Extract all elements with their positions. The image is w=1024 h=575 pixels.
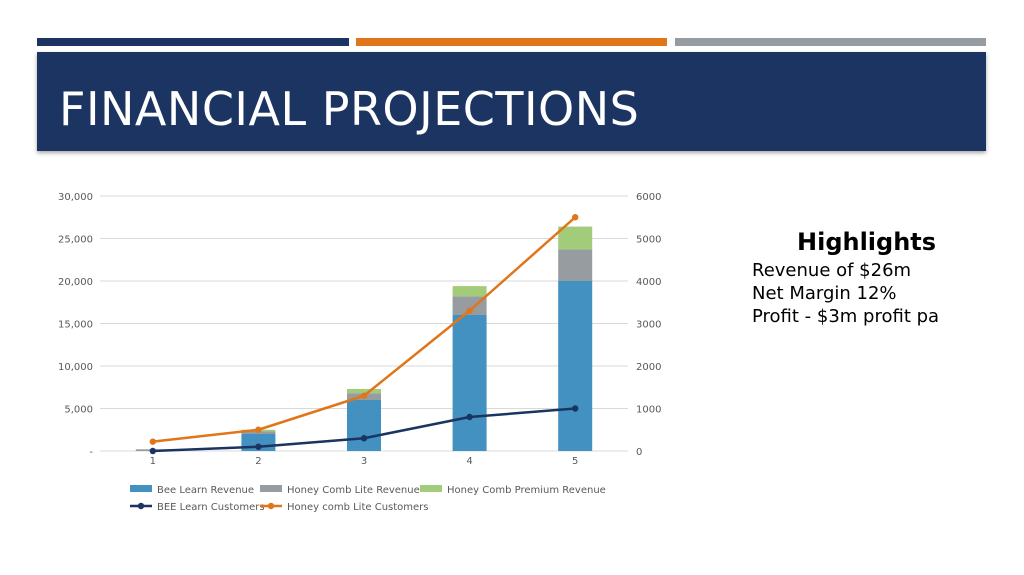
highlight-profit: Profit - $3m profit pa [752, 306, 940, 327]
line-point-2 [149, 438, 156, 445]
legend-marker [267, 502, 275, 510]
line-point-1 [360, 435, 368, 442]
accent-bar-gray [675, 38, 986, 46]
line-point-1 [255, 443, 262, 450]
bar-segment-3 [347, 388, 381, 394]
y-left-tick-label: 10,000 [58, 362, 93, 373]
accent-bar-navy [37, 38, 349, 46]
highlight-revenue: Revenue of $26m [752, 260, 912, 281]
y-right-tick-label: 5000 [636, 235, 661, 246]
y-right-tick-label: 6000 [636, 192, 661, 203]
legend-label: Honey Comb Premium Revenue [447, 485, 606, 496]
bar-segment-2 [558, 249, 593, 281]
legend-swatch [260, 485, 282, 492]
legend-label: Bee Learn Revenue [157, 485, 254, 496]
y-right-tick-label: 3000 [636, 320, 661, 331]
slide-title: FINANCIAL PROJECTIONS [59, 82, 640, 136]
x-tick-label: 3 [361, 456, 367, 467]
legend-label: BEE Learn Customers [157, 502, 265, 513]
y-left-tick-label: 15,000 [58, 320, 93, 331]
legend-marker [137, 502, 145, 510]
highlight-margin: Net Margin 12% [752, 283, 897, 304]
highlights-heading: Highlights [797, 228, 937, 256]
highlights-box: Highlights Revenue of $26m Net Margin 12… [752, 228, 972, 328]
line-point-2 [255, 426, 262, 433]
bar-segment-1 [452, 315, 487, 451]
y-left-tick-label: 20,000 [58, 277, 93, 288]
line-point-2 [572, 214, 579, 221]
accent-bar-orange [356, 38, 667, 46]
y-left-tick-label: 30,000 [58, 192, 93, 203]
x-tick-label: 1 [150, 456, 156, 467]
line-point-1 [572, 405, 579, 412]
bar-segment-1 [558, 281, 593, 451]
title-band: FINANCIAL PROJECTIONS [37, 52, 986, 151]
line-point-2 [466, 307, 473, 314]
line-point-1 [466, 413, 473, 421]
bar-segment-2 [452, 296, 487, 315]
y-left-tick-label: 25,000 [58, 235, 93, 246]
line-point-1 [149, 447, 156, 455]
x-tick-label: 5 [572, 456, 578, 467]
legend-swatch [130, 485, 152, 492]
y-right-tick-label: 4000 [636, 277, 661, 288]
x-tick-label: 4 [466, 456, 472, 467]
bar-segment-3 [558, 226, 593, 250]
legend-label: Honey Comb Lite Revenue [287, 485, 420, 496]
line-point-2 [360, 392, 368, 399]
y-right-tick-label: 2000 [636, 362, 661, 373]
y-right-tick-label: 1000 [636, 405, 661, 416]
y-left-tick-label: 5,000 [64, 405, 93, 416]
x-tick-label: 2 [255, 456, 261, 467]
y-left-tick-label: - [89, 447, 93, 458]
y-right-tick-label: 0 [636, 447, 642, 458]
bar-segment-3 [452, 286, 487, 297]
bar-segment-1 [347, 400, 381, 451]
legend-swatch [420, 485, 442, 492]
legend-label: Honey comb Lite Customers [287, 502, 429, 513]
